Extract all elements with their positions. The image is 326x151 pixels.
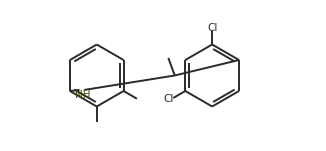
Text: NH: NH (75, 90, 91, 100)
Text: Cl: Cl (207, 23, 217, 34)
Text: Cl: Cl (163, 94, 173, 104)
